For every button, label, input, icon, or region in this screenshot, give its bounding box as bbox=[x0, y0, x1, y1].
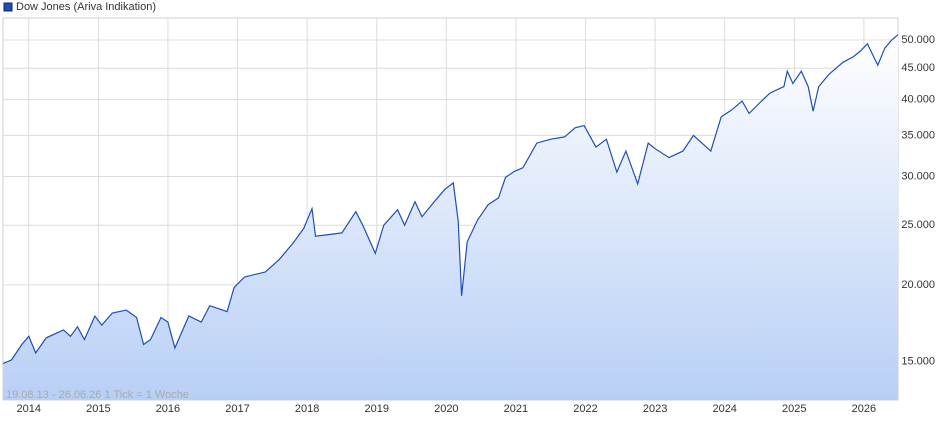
x-tick-label: 2014 bbox=[17, 403, 41, 415]
y-tick-label: 50.000 bbox=[901, 34, 935, 46]
x-tick-label: 2016 bbox=[156, 403, 180, 415]
y-tick-label: 25.000 bbox=[901, 219, 935, 231]
y-tick-label: 35.000 bbox=[901, 129, 935, 141]
x-tick-label: 2015 bbox=[86, 403, 110, 415]
y-tick-label: 40.000 bbox=[901, 94, 935, 106]
y-tick-label: 45.000 bbox=[901, 62, 935, 74]
x-tick-label: 2022 bbox=[573, 403, 597, 415]
x-tick-label: 2026 bbox=[852, 403, 876, 415]
annotation: 19.08.13 - 26.06.26 1 Tick = 1 Woche bbox=[6, 389, 189, 401]
x-tick-label: 2020 bbox=[434, 403, 458, 415]
line bbox=[2, 34, 899, 365]
x-tick-label: 2018 bbox=[295, 403, 319, 415]
x-tick-label: 2024 bbox=[712, 403, 736, 415]
legend-swatch bbox=[3, 2, 13, 12]
y-tick-label: 15.000 bbox=[901, 356, 935, 368]
x-tick-label: 2021 bbox=[504, 403, 528, 415]
x-tick-label: 2017 bbox=[225, 403, 249, 415]
x-tick-label: 2019 bbox=[364, 403, 388, 415]
y-tick-label: 20.000 bbox=[901, 279, 935, 291]
y-tick-label: 30.000 bbox=[901, 170, 935, 182]
x-tick-label: 2023 bbox=[643, 403, 667, 415]
legend-label: Dow Jones (Ariva Indikation) bbox=[16, 1, 156, 13]
x-tick-label: 2025 bbox=[782, 403, 806, 415]
area-fill bbox=[3, 34, 898, 401]
